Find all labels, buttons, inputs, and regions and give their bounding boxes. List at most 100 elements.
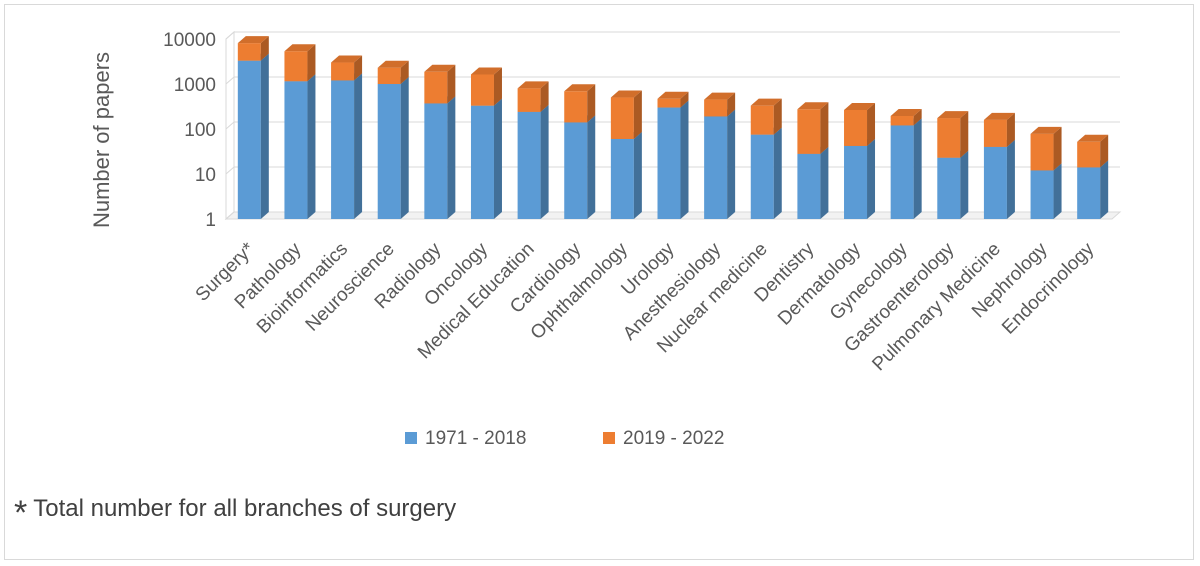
bar-top (564, 84, 596, 92)
bar-early (797, 146, 829, 219)
y-tick-label: 10 (195, 165, 216, 186)
bar-recent (564, 84, 596, 123)
bar-front (844, 145, 868, 219)
bar-recent (1077, 134, 1109, 168)
bar-side (493, 67, 502, 106)
y-tick-label: 10000 (163, 30, 216, 51)
bar-front (331, 80, 355, 219)
legend-label: 2019 - 2022 (623, 428, 724, 449)
bar-side (587, 115, 596, 219)
bar-side (1053, 163, 1062, 219)
bar-front (564, 122, 588, 219)
bar-side (1006, 139, 1015, 219)
bar-early (377, 77, 409, 219)
bar-recent (750, 98, 782, 135)
bar-early (750, 127, 782, 219)
bar-side (960, 150, 969, 219)
bar-side (960, 111, 969, 158)
bar-recent (284, 44, 316, 82)
bar-front (657, 107, 681, 219)
bar-recent (937, 111, 969, 158)
bar-early (470, 98, 502, 219)
bar-side (447, 64, 456, 104)
chart-frame (4, 4, 1194, 560)
y-tick-label: 1000 (174, 75, 216, 96)
bar-top (331, 55, 363, 63)
bar-front (1077, 141, 1101, 168)
bar-front (704, 116, 728, 219)
bar-recent (983, 112, 1015, 147)
bar-recent (890, 108, 922, 126)
y-tick-label: 1 (205, 210, 216, 231)
bar-front (797, 153, 821, 219)
bar-front (890, 125, 914, 219)
bar-top (424, 64, 456, 72)
bar-front (377, 84, 401, 219)
bar-side (820, 146, 829, 219)
bar-recent (377, 60, 409, 84)
bar-front (331, 62, 355, 81)
bar-recent (517, 81, 549, 112)
bar-front (517, 88, 541, 112)
bar-top (1077, 134, 1109, 142)
bar-top (470, 67, 502, 75)
bar-side (820, 102, 829, 154)
bar-side (913, 118, 922, 219)
legend-swatch (603, 432, 615, 444)
bar-early (237, 53, 269, 220)
bar-front (704, 99, 728, 117)
bar-top (610, 90, 642, 98)
bar-side (354, 73, 363, 219)
bar-front (1030, 170, 1054, 219)
bar-top (704, 92, 736, 100)
bar-side (1006, 112, 1015, 147)
bar-early (564, 115, 596, 219)
bar-top (983, 112, 1015, 120)
bar-top (1030, 126, 1062, 134)
bar-early (284, 74, 316, 219)
bar-side (867, 138, 876, 219)
bar-recent (1030, 126, 1062, 171)
bar-top (657, 91, 689, 99)
bar-side (400, 60, 409, 84)
y-axis-label: Number of papers (89, 52, 114, 228)
bar-side (1053, 126, 1062, 171)
bar-early (517, 104, 549, 219)
bar-front (424, 71, 448, 104)
bar-early (331, 73, 363, 219)
bar-front (1077, 167, 1101, 219)
bar-top (750, 98, 782, 106)
bar-front (237, 43, 261, 61)
bar-front (844, 109, 868, 146)
bar-side (727, 92, 736, 117)
bar-front (610, 138, 634, 219)
bar-side (1100, 134, 1109, 168)
bar-front (517, 111, 541, 219)
bar-front (750, 134, 774, 219)
bar-side (307, 44, 316, 82)
bar-top (377, 60, 409, 68)
bar-side (493, 98, 502, 219)
bar-side (633, 131, 642, 219)
bar-front (983, 146, 1007, 219)
bar-early (704, 109, 736, 219)
bar-side (260, 53, 269, 220)
bar-recent (237, 36, 269, 61)
legend-label: 1971 - 2018 (425, 428, 526, 449)
bar-side (680, 100, 689, 219)
bar-side (773, 127, 782, 219)
bar-early (424, 96, 456, 219)
bar-top (284, 44, 316, 52)
bar-front (564, 91, 588, 123)
bar-side (260, 36, 269, 61)
bar-side (727, 109, 736, 219)
y-tick-label: 100 (184, 120, 216, 141)
bar-recent (331, 55, 363, 81)
gridline (225, 76, 1120, 85)
bar-side (540, 104, 549, 219)
footnote-marker: * (14, 494, 28, 532)
bar-front (983, 119, 1007, 147)
bar-recent (470, 67, 502, 106)
bar-front (377, 67, 401, 84)
